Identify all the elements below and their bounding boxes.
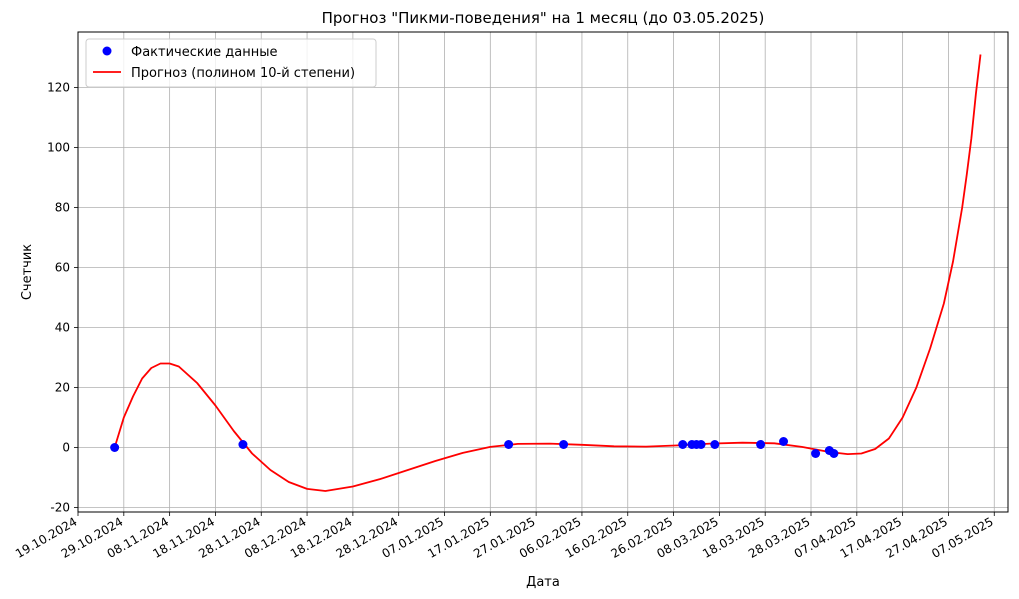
y-tick-label: -20 [50, 501, 70, 515]
actual-data-point [110, 443, 120, 452]
actual-data-point [756, 440, 766, 449]
plot-series [110, 54, 982, 492]
legend: Фактические данные Прогноз (полином 10-й… [85, 38, 377, 88]
actual-data-point [238, 440, 248, 449]
forecast-line [113, 54, 982, 492]
actual-data-point [829, 449, 839, 458]
actual-data-point [710, 440, 720, 449]
actual-data-point [504, 440, 514, 449]
actual-data-point [559, 440, 569, 449]
y-tick-label: 0 [62, 441, 70, 455]
actual-data-point [678, 440, 688, 449]
legend-marker-actual [102, 46, 112, 56]
chart-title: Прогноз "Пикми-поведения" на 1 месяц (до… [322, 9, 765, 27]
x-axis-label: Дата [526, 575, 560, 590]
actual-data-point [779, 437, 789, 446]
y-tick-label: 40 [55, 321, 70, 335]
grid [77, 32, 1008, 512]
actual-data-point [811, 449, 821, 458]
y-tick-label: 100 [47, 141, 70, 155]
axes-frame [77, 31, 1009, 513]
y-tick-label: 60 [55, 261, 70, 275]
y-tick-label: 20 [55, 381, 70, 395]
legend-label-forecast: Прогноз (полином 10-й степени) [131, 66, 355, 81]
y-tick-label: 80 [55, 201, 70, 215]
y-axis-label: Счетчик [20, 244, 35, 300]
legend-label-actual: Фактические данные [131, 45, 278, 60]
y-tick-label: 120 [47, 81, 70, 95]
legend-box [85, 38, 377, 88]
actual-data-point [696, 440, 706, 449]
